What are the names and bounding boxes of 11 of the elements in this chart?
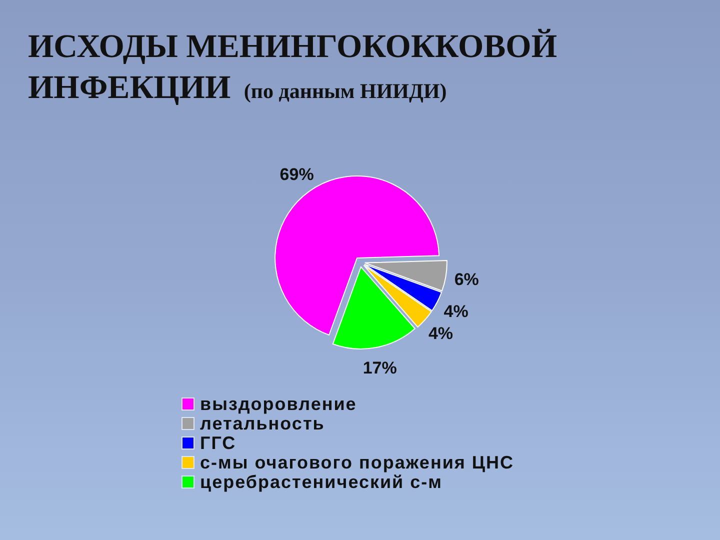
legend-label: ГГС (200, 433, 236, 453)
data-label: 4% (428, 324, 454, 344)
legend-label: церебрастенический с-м (200, 472, 442, 492)
legend-label: выздоровление (200, 394, 357, 414)
data-label: 17% (362, 358, 397, 378)
data-label: 69% (280, 164, 314, 184)
chart-title: ИСХОДЫ МЕНИНГОКОККОВОЙ ИНФЕКЦИИ (по данным НИИДИ) (28, 28, 566, 106)
data-label: 4% (444, 302, 468, 321)
legend-label: летальность (200, 414, 325, 434)
legend-label: с-мы очагового поражения ЦНС (200, 452, 514, 472)
data-label: 6% (454, 270, 479, 289)
